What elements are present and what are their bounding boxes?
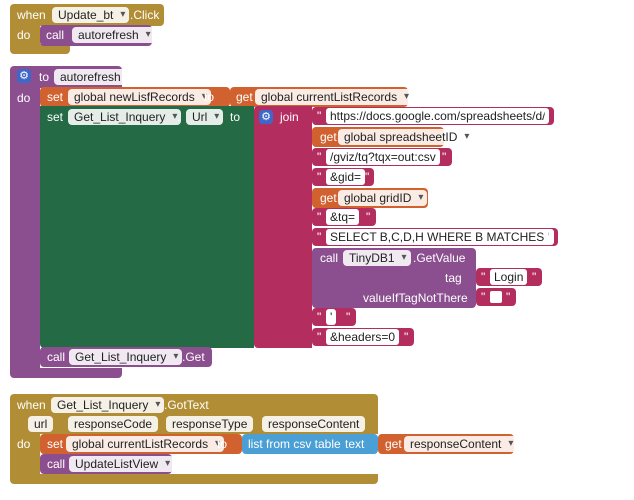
component-dropdown-get-list-inquery[interactable]: Get_List_Inquery: [51, 397, 165, 413]
tag-param-label: tag: [445, 271, 462, 285]
text-value[interactable]: &tq=: [326, 209, 360, 225]
do-keyword: do: [17, 28, 31, 42]
dot-separator: .: [177, 110, 181, 124]
set-keyword: set: [47, 437, 64, 451]
text-block-headers[interactable]: " &headers=0 ": [312, 328, 414, 346]
empty-text-slot[interactable]: [490, 291, 502, 303]
event-block-update-click-foot: [10, 44, 70, 54]
variable-dropdown-gridid[interactable]: global gridID: [338, 190, 428, 206]
event-block-gottext-spine: [10, 432, 40, 478]
event-block-gottext-foot: [10, 474, 378, 484]
property-dropdown-url[interactable]: Url: [186, 109, 224, 125]
list-from-csv-table-block[interactable]: [242, 434, 378, 454]
call-keyword: call: [47, 457, 66, 471]
param-responsecontent[interactable]: responseContent: [262, 416, 366, 432]
variable-dropdown-spreadsheetid[interactable]: global spreadsheetID: [338, 129, 474, 145]
join-keyword: join: [280, 110, 299, 124]
gear-icon[interactable]: ⚙: [17, 69, 31, 83]
set-keyword: set: [47, 90, 64, 104]
param-url[interactable]: url: [28, 416, 54, 432]
text-value[interactable]: https://docs.google.com/spreadsheets/d/: [326, 108, 550, 124]
call-keyword: call: [320, 251, 339, 265]
component-dropdown-get-list-inquery[interactable]: Get_List_Inquery: [68, 109, 182, 125]
text-value[interactable]: &gid=: [326, 169, 366, 185]
to-keyword: to: [230, 110, 241, 124]
get-keyword: get: [320, 191, 337, 205]
event-name-click: .Click: [130, 8, 160, 22]
set-keyword: set: [47, 110, 64, 124]
get-keyword: get: [236, 90, 253, 104]
join-block[interactable]: [254, 106, 312, 348]
text-block-gid[interactable]: " &gid= ": [312, 168, 374, 186]
text-block-empty[interactable]: " ": [476, 288, 516, 306]
text-block-quote[interactable]: " ' ": [312, 308, 356, 326]
variable-dropdown-newlisfrecords[interactable]: global newLisfRecords: [68, 89, 211, 105]
event-name-gottext: .GotText: [164, 398, 209, 412]
method-name-getvalue: .GetValue: [413, 251, 466, 265]
gear-icon[interactable]: ⚙: [259, 110, 273, 124]
get-keyword: get: [385, 437, 402, 451]
component-dropdown-get-list-inquery[interactable]: Get_List_Inquery: [69, 349, 183, 365]
text-param-label: text: [345, 437, 365, 451]
call-keyword: call: [46, 28, 65, 42]
to-keyword: to: [39, 70, 50, 84]
when-keyword: when: [17, 398, 46, 412]
text-block-docs-url[interactable]: " https://docs.google.com/spreadsheets/d…: [312, 107, 554, 125]
value-if-tag-not-there-label: valueIfTagNotThere: [363, 291, 468, 305]
component-dropdown-update-bt[interactable]: Update_bt: [52, 7, 130, 23]
param-responsetype[interactable]: responseType: [166, 416, 254, 432]
to-keyword: to: [217, 437, 228, 451]
do-keyword: do: [17, 91, 31, 105]
call-keyword: call: [47, 350, 66, 364]
when-keyword: when: [17, 8, 46, 22]
variable-dropdown-currentlistrecords[interactable]: global currentListRecords: [255, 89, 414, 105]
to-keyword: to: [204, 90, 215, 104]
text-block-select-query[interactable]: " SELECT B,C,D,H WHERE B MATCHES ' ": [312, 228, 558, 246]
param-responsecode[interactable]: responseCode: [68, 416, 159, 432]
event-block-update-click-spine: [10, 24, 40, 46]
variable-dropdown-currentlistrecords[interactable]: global currentListRecords: [66, 436, 225, 452]
text-block-tq[interactable]: " &tq= ": [312, 208, 376, 226]
get-keyword: get: [320, 130, 337, 144]
do-keyword: do: [17, 437, 31, 451]
component-dropdown-tinydb1[interactable]: TinyDB1: [343, 250, 411, 266]
text-block-login[interactable]: " Login ": [476, 268, 542, 286]
procedure-dropdown-updatelistview[interactable]: UpdateListView: [69, 456, 175, 472]
procedure-name-autorefresh[interactable]: autorefresh: [54, 69, 127, 85]
list-from-csv-table-label: list from csv table: [248, 437, 341, 451]
procedure-dropdown-autorefresh[interactable]: autorefresh: [72, 27, 155, 43]
text-value[interactable]: SELECT B,C,D,H WHERE B MATCHES ': [326, 229, 554, 245]
text-block-gviz[interactable]: " /gviz/tq?tqx=out:csv ": [312, 148, 452, 166]
text-value[interactable]: Login: [490, 269, 528, 285]
procedure-definition-spine: [10, 86, 40, 370]
text-value[interactable]: ': [326, 309, 337, 325]
text-value[interactable]: &headers=0: [326, 329, 400, 345]
method-name-get: .Get: [182, 350, 205, 364]
text-value[interactable]: /gviz/tq?tqx=out:csv: [326, 149, 440, 165]
variable-dropdown-responsecontent[interactable]: responseContent: [404, 436, 518, 452]
procedure-definition-foot: [10, 368, 122, 378]
set-url-block[interactable]: [40, 106, 254, 348]
